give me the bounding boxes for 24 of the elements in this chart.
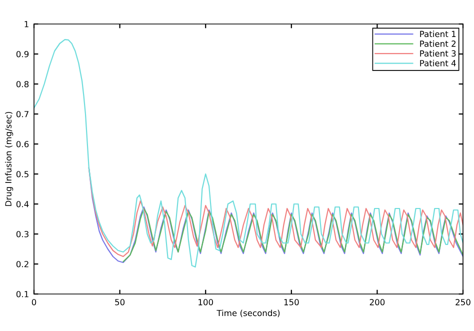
x-tick-label: 150 bbox=[284, 299, 299, 306]
legend-label: Patient 2 bbox=[420, 40, 456, 47]
y-tick-label: 0.6 bbox=[16, 140, 29, 148]
y-tick-label: 0.7 bbox=[16, 110, 28, 118]
x-tick-label: 100 bbox=[198, 299, 213, 306]
legend-label: Patient 4 bbox=[420, 60, 456, 66]
y-axis-title: Drug Infusion (mg/sec) bbox=[5, 112, 14, 206]
y-tick-label: 0.1 bbox=[16, 290, 28, 298]
x-axis-title: Time (seconds) bbox=[216, 310, 280, 318]
line-series bbox=[122, 208, 463, 262]
y-tick-label: 0.4 bbox=[16, 200, 29, 208]
y-tick-label: 0.5 bbox=[16, 170, 28, 178]
y-tick-label: 0.2 bbox=[16, 260, 28, 268]
x-tick-label: 200 bbox=[370, 299, 385, 306]
x-tick-label: 0 bbox=[32, 299, 36, 306]
x-tick-label: 50 bbox=[115, 299, 125, 306]
line-series bbox=[34, 39, 463, 268]
y-tick-label: 1 bbox=[24, 21, 28, 28]
x-tick-label: 250 bbox=[456, 299, 470, 306]
legend-label: Patient 1 bbox=[420, 30, 456, 38]
y-tick-label: 0.3 bbox=[16, 230, 28, 238]
y-tick-label: 0.9 bbox=[16, 50, 29, 58]
legend-label: Patient 3 bbox=[420, 50, 456, 57]
y-tick-label: 0.8 bbox=[16, 80, 29, 88]
